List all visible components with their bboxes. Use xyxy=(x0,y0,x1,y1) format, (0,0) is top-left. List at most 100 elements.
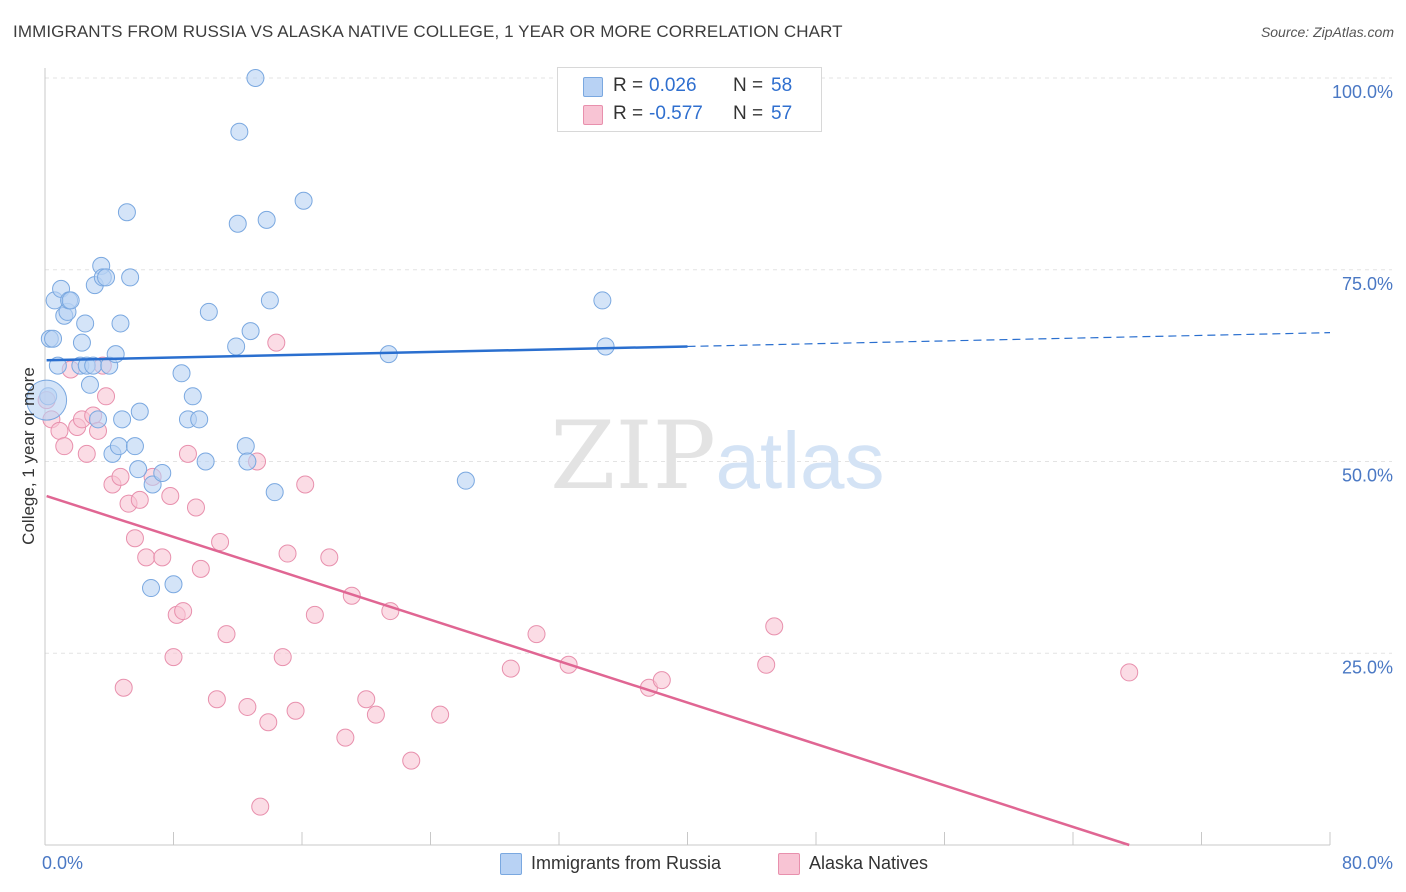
watermark-zip: ZIP xyxy=(550,402,716,511)
russia-point xyxy=(230,122,249,141)
x-tick-label-min: 0.0% xyxy=(42,853,83,873)
pink-swatch xyxy=(778,853,800,875)
blue-swatch xyxy=(500,853,522,875)
alaska-natives-point xyxy=(178,444,197,463)
alaska-natives-point xyxy=(342,586,361,605)
alaska-natives-point xyxy=(211,533,230,552)
x-tick-label-max: 80.0% xyxy=(1342,853,1393,873)
russia-point xyxy=(48,356,67,375)
y-axis-title: College, 1 year or more xyxy=(19,367,38,545)
russia-point xyxy=(143,475,162,494)
y-tick-labels: 25.0% 50.0% 75.0% 100.0% xyxy=(1332,82,1393,677)
russia-point xyxy=(121,268,140,287)
russia-point xyxy=(44,329,63,348)
russia-point xyxy=(596,337,615,356)
alaska-natives-point xyxy=(305,605,324,624)
russia-trend-line xyxy=(46,345,688,362)
alaska-natives-point xyxy=(336,728,355,747)
russia-point xyxy=(125,437,144,456)
russia-point xyxy=(164,575,183,594)
legend-label: Immigrants from Russia xyxy=(531,853,722,873)
r-value: 0.026 xyxy=(649,75,697,96)
watermark: ZIP atlas xyxy=(550,402,884,511)
russia-point xyxy=(238,452,257,471)
y-tick-label: 50.0% xyxy=(1342,466,1393,486)
blue-swatch xyxy=(583,77,603,97)
russia-point xyxy=(89,410,108,429)
alaska-natives-point xyxy=(765,617,784,636)
source-credit: Source: ZipAtlas.com xyxy=(1260,24,1394,40)
russia-points xyxy=(26,69,615,598)
alaska-trend-line xyxy=(46,494,1130,847)
russia-point xyxy=(117,203,136,222)
russia-point xyxy=(265,483,284,502)
alaska-natives-point xyxy=(431,705,450,724)
alaska-natives-point xyxy=(652,671,671,690)
alaska-natives-point xyxy=(259,713,278,732)
alaska-natives-point xyxy=(251,797,270,816)
alaska-natives-point xyxy=(50,421,69,440)
russia-point xyxy=(142,579,161,598)
russia-point xyxy=(236,437,255,456)
alaska-natives-point xyxy=(286,701,305,720)
alaska-natives-point xyxy=(130,490,149,509)
russia-point xyxy=(228,214,247,233)
russia-point xyxy=(26,379,68,421)
alaska-natives-point xyxy=(77,444,96,463)
alaska-natives-point xyxy=(501,659,520,678)
alaska-natives-point xyxy=(207,690,226,709)
russia-point xyxy=(109,437,128,456)
grid-lines xyxy=(45,77,1392,654)
pink-swatch xyxy=(583,105,603,125)
russia-point xyxy=(61,291,80,310)
correlation-legend: R = 0.026 N = 58 R = -0.577 N = 57 xyxy=(557,67,822,132)
russia-point xyxy=(260,291,279,310)
alaska-natives-point xyxy=(137,548,156,567)
axes xyxy=(44,68,1331,846)
alaska-natives-point xyxy=(757,655,776,674)
alaska-natives-point xyxy=(296,475,315,494)
russia-point xyxy=(72,333,91,352)
alaska-natives-point xyxy=(366,705,385,724)
n-label: N = xyxy=(733,103,764,124)
alaska-natives-point xyxy=(125,529,144,548)
n-label: N = xyxy=(733,75,764,96)
alaska-natives-point xyxy=(164,648,183,667)
y-tick-label: 75.0% xyxy=(1342,274,1393,294)
russia-point xyxy=(113,410,132,429)
alaska-natives-point xyxy=(161,487,180,506)
russia-point xyxy=(199,302,218,321)
russia-point xyxy=(190,410,209,429)
alaska-natives-point xyxy=(1120,663,1139,682)
alaska-natives-point xyxy=(527,625,546,644)
n-value: 58 xyxy=(771,75,793,96)
alaska-natives-point xyxy=(111,467,130,486)
alaska-natives-point xyxy=(238,697,257,716)
russia-point xyxy=(130,402,149,421)
alaska-natives-point xyxy=(55,437,74,456)
russia-trend-extension xyxy=(687,332,1331,348)
alaska-natives-point xyxy=(320,548,339,567)
russia-point xyxy=(153,464,172,483)
russia-point xyxy=(172,364,191,383)
alaska-natives-point xyxy=(191,559,210,578)
r-value: -0.577 xyxy=(649,103,703,124)
alaska-natives-point xyxy=(97,387,116,406)
r-label: R = xyxy=(613,103,644,124)
alaska-natives-point xyxy=(267,333,286,352)
y-tick-label: 100.0% xyxy=(1332,82,1393,102)
alaska-natives-point xyxy=(217,625,236,644)
alaska-natives-point xyxy=(174,602,193,621)
x-tick-labels: 0.0% 80.0% xyxy=(42,853,1393,873)
r-label: R = xyxy=(613,75,644,96)
russia-point xyxy=(183,387,202,406)
russia-point xyxy=(97,268,116,287)
alaska-natives-point xyxy=(357,690,376,709)
russia-point xyxy=(246,69,265,87)
alaska-natives-point xyxy=(402,751,421,770)
russia-point xyxy=(111,314,130,333)
alaska-natives-point xyxy=(153,548,172,567)
alaska-natives-point xyxy=(273,648,292,667)
russia-point xyxy=(294,191,313,210)
